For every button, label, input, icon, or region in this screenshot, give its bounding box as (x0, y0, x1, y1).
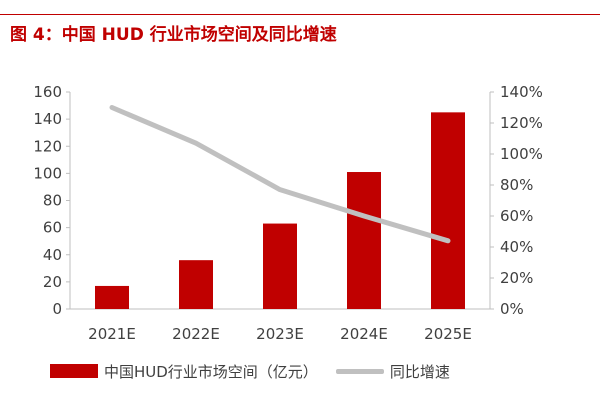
left-tick-label: 20 (43, 273, 62, 291)
left-tick-label: 80 (43, 192, 62, 210)
x-tick-label: 2022E (172, 325, 220, 343)
legend-item-line: 同比增速 (335, 361, 450, 382)
left-tick-label: 160 (33, 83, 62, 101)
right-tick-label: 0% (500, 300, 524, 318)
legend-swatch-line (335, 368, 384, 374)
bar-series (95, 112, 465, 309)
line-series (109, 105, 451, 244)
legend-label-bar: 中国HUD行业市场空间（亿元） (104, 362, 318, 381)
left-tick-label: 0 (52, 300, 62, 318)
bar (431, 112, 465, 309)
left-tick-label: 120 (33, 137, 62, 155)
right-tick-label: 140% (500, 83, 543, 101)
bar (95, 285, 129, 309)
right-tick-label: 80% (500, 176, 533, 194)
chart-legend: 中国HUD行业市场空间（亿元） 同比增速 (50, 358, 468, 384)
x-tick-label: 2025E (424, 325, 472, 343)
line-point (363, 215, 365, 217)
legend-item-bar: 中国HUD行业市场空间（亿元） (50, 361, 318, 382)
right-tick-label: 60% (500, 207, 533, 225)
line-path (109, 105, 451, 244)
x-tick-label: 2021E (88, 325, 136, 343)
x-tick-label: 2024E (340, 325, 388, 343)
bar (347, 172, 381, 309)
x-tick-label: 2023E (256, 325, 304, 343)
legend-swatch-bar (50, 364, 98, 378)
title-divider (0, 14, 600, 15)
right-tick-label: 20% (500, 269, 533, 287)
right-tick-label: 120% (500, 114, 543, 132)
right-tick-label: 100% (500, 145, 543, 163)
bar (263, 223, 297, 309)
figure-header: 图 4：中国 HUD 行业市场空间及同比增速 (0, 0, 600, 48)
figure-title: 图 4：中国 HUD 行业市场空间及同比增速 (10, 25, 337, 45)
right-axis-ticks: 0% 20% 40% 60% 80% 100% 120% 140% (490, 83, 543, 318)
line-point (447, 240, 449, 242)
legend-label-line: 同比增速 (389, 362, 450, 381)
left-tick-label: 60 (43, 219, 62, 237)
x-axis-ticks: 2021E 2022E 2023E 2024E 2025E (88, 325, 472, 343)
left-tick-label: 40 (43, 246, 62, 264)
line-point (195, 142, 197, 144)
bar (179, 260, 213, 309)
left-tick-label: 100 (33, 164, 62, 182)
right-tick-label: 40% (500, 238, 533, 256)
left-tick-label: 140 (33, 110, 62, 128)
line-point (279, 189, 281, 191)
line-point (111, 107, 113, 108)
left-axis-ticks: 0 20 40 60 80 100 120 140 160 (33, 83, 70, 318)
